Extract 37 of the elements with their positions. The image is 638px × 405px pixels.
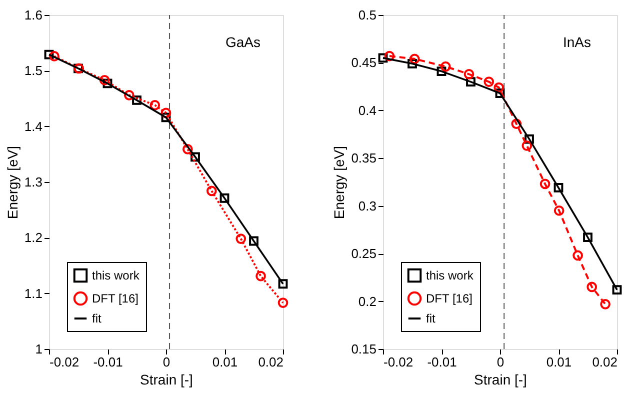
x-tick-label: -0.02 xyxy=(384,354,414,370)
x-tick-label: 0 xyxy=(162,354,170,370)
y-tick-label: 1.1 xyxy=(24,286,42,301)
y-tick-label: 1.3 xyxy=(24,174,42,190)
x-tick-label: 0.01 xyxy=(546,354,572,370)
y-tick-label: 0.3 xyxy=(358,198,376,214)
legend-label: DFT [16] xyxy=(92,292,138,306)
x-tick-label: -0.02 xyxy=(50,354,80,370)
x-axis-title: Strain [-] xyxy=(474,372,527,388)
y-tick-label: 0.45 xyxy=(351,55,376,70)
x-axis-title: Strain [-] xyxy=(140,372,193,388)
y-tick-label: 1.2 xyxy=(24,230,42,246)
legend-label: this work xyxy=(426,268,474,282)
x-tick-label: 0.01 xyxy=(212,354,238,370)
x-tick-label: 0.02 xyxy=(592,354,618,370)
legend-label: DFT [16] xyxy=(426,292,472,306)
y-axis-title: Energy [eV] xyxy=(331,146,348,220)
legend-label: fit xyxy=(92,312,102,326)
x-tick-label: 0.02 xyxy=(258,354,284,370)
y-tick-label: 1.6 xyxy=(24,8,42,22)
x-tick-label: -0.01 xyxy=(427,354,457,370)
x-tick-label: 0 xyxy=(496,354,504,370)
y-tick-label: 1.5 xyxy=(24,63,42,78)
x-tick-label: -0.01 xyxy=(93,354,123,370)
annotation: GaAs xyxy=(225,34,261,50)
y-tick-label: 0.25 xyxy=(351,246,376,262)
y-axis-title: Energy [eV] xyxy=(4,146,20,220)
legend-label: this work xyxy=(92,268,140,282)
y-tick-label: 0.15 xyxy=(351,342,376,356)
legend-label: fit xyxy=(426,312,436,326)
annotation: InAs xyxy=(562,34,592,50)
y-tick-label: 1.4 xyxy=(24,118,42,134)
y-tick-label: 1 xyxy=(35,342,42,356)
y-tick-label: 0.5 xyxy=(358,8,376,22)
y-tick-label: 0.35 xyxy=(351,150,376,166)
y-tick-label: 0.4 xyxy=(358,102,376,118)
y-tick-label: 0.2 xyxy=(358,294,376,309)
